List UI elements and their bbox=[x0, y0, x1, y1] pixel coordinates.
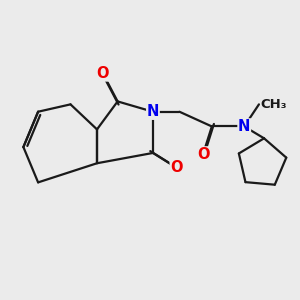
Text: N: N bbox=[147, 104, 159, 119]
Text: O: O bbox=[97, 66, 109, 81]
Text: CH₃: CH₃ bbox=[260, 98, 287, 111]
Text: O: O bbox=[170, 160, 183, 175]
Text: N: N bbox=[238, 119, 250, 134]
Text: O: O bbox=[197, 147, 209, 162]
